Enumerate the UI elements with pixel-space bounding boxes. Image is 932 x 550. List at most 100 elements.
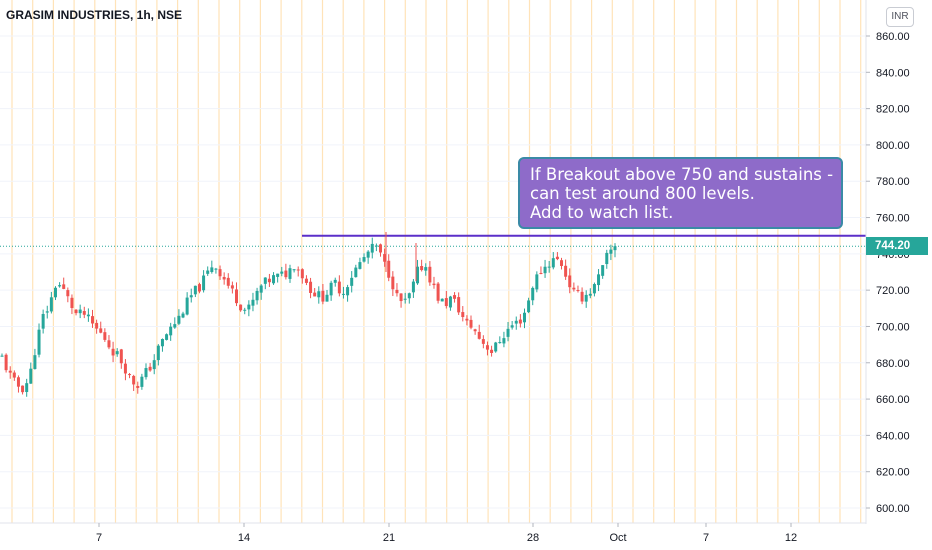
candle-body (350, 277, 354, 286)
candle-body (584, 294, 588, 302)
candle-body (531, 287, 535, 301)
candle-body (115, 351, 119, 355)
candle-body (395, 289, 399, 294)
currency-button[interactable]: INR (886, 7, 914, 27)
candle-body (272, 275, 276, 284)
candle-body (465, 318, 469, 321)
candle-body (428, 266, 432, 283)
candle-body (70, 297, 74, 309)
candle-body (572, 287, 576, 290)
candle-body (16, 377, 20, 387)
candle-body (325, 294, 329, 302)
candle-body (387, 260, 391, 278)
candle-body (440, 298, 444, 302)
candle-body (333, 279, 337, 283)
candle-body (481, 339, 485, 344)
candle-body (235, 289, 239, 304)
candle-body (165, 334, 169, 340)
price-tick-label: 780.00 (876, 176, 910, 188)
chart-annotation-note[interactable]: If Breakout above 750 and sustains - can… (518, 157, 843, 229)
candle-body (197, 284, 201, 292)
candle-body (169, 326, 173, 336)
candle-body (432, 283, 436, 286)
candle-body (181, 313, 185, 318)
candle-body (292, 269, 296, 271)
candle-body (21, 385, 25, 393)
candlestick-series (0, 232, 617, 397)
candle-body (239, 304, 243, 311)
session-separators (11, 0, 862, 523)
candle-body (424, 267, 428, 271)
candle-body (580, 291, 584, 302)
candle-body (296, 269, 300, 271)
candle-body (337, 281, 341, 294)
candle-body (41, 313, 45, 329)
candle-body (251, 299, 255, 306)
candle-body (560, 260, 564, 266)
candle-body (576, 290, 580, 292)
time-tick-label: 28 (527, 532, 539, 544)
candle-body (601, 265, 605, 276)
candle-body (399, 293, 403, 302)
candle-body (62, 284, 66, 289)
candle-body (448, 296, 452, 308)
candle-body (148, 366, 152, 371)
time-axis[interactable]: 7 14 21 28 Oct 7 12 (96, 523, 797, 544)
candle-body (609, 249, 613, 254)
price-tick-label: 860.00 (876, 31, 910, 43)
candle-body (469, 319, 473, 328)
candle-body (218, 269, 222, 277)
candle-body (74, 309, 78, 314)
last-price-label: 744.20 (866, 237, 928, 255)
candle-body (45, 311, 49, 313)
candle-body (247, 304, 251, 310)
candle-body (354, 267, 358, 278)
candle-body (140, 376, 144, 387)
candle-body (403, 298, 407, 300)
candle-body (444, 298, 448, 307)
candle-body (226, 277, 230, 286)
candle-body (539, 272, 543, 274)
candle-body (206, 270, 210, 274)
candle-body (453, 295, 457, 299)
candle-body (111, 348, 115, 356)
candle-body (391, 276, 395, 290)
candle-body (329, 282, 333, 296)
candle-body (498, 342, 502, 344)
candle-body (280, 271, 284, 274)
candle-body (173, 324, 177, 328)
candle-body (152, 360, 156, 370)
candle-body (214, 268, 218, 270)
time-tick-label: 7 (703, 532, 709, 544)
candle-body (4, 354, 8, 371)
candle-body (313, 292, 317, 297)
candle-body (300, 269, 304, 279)
price-tick-label: 600.00 (876, 503, 910, 515)
candle-body (510, 325, 514, 328)
candle-body (411, 281, 415, 293)
price-tick-label: 720.00 (876, 285, 910, 297)
candle-body (522, 312, 526, 323)
candle-body (321, 290, 325, 302)
candle-body (25, 383, 29, 393)
candle-body (49, 297, 53, 312)
candle-body (485, 345, 489, 350)
candle-body (597, 274, 601, 286)
candle-body (543, 266, 547, 274)
candle-body (276, 273, 280, 277)
candle-body (243, 309, 247, 311)
candle-body (82, 311, 86, 315)
candle-body (29, 368, 33, 384)
candle-body (33, 355, 37, 370)
candle-body (107, 340, 111, 348)
price-tick-label: 800.00 (876, 140, 910, 152)
candle-body (473, 329, 477, 332)
candle-body (0, 355, 4, 357)
time-tick-label: 21 (383, 532, 395, 544)
time-tick-label: 12 (785, 532, 797, 544)
price-axis[interactable]: 860.00840.00820.00800.00780.00760.00740.… (866, 31, 910, 515)
candle-body (416, 266, 420, 284)
candle-body (230, 285, 234, 289)
candle-body (202, 275, 206, 291)
